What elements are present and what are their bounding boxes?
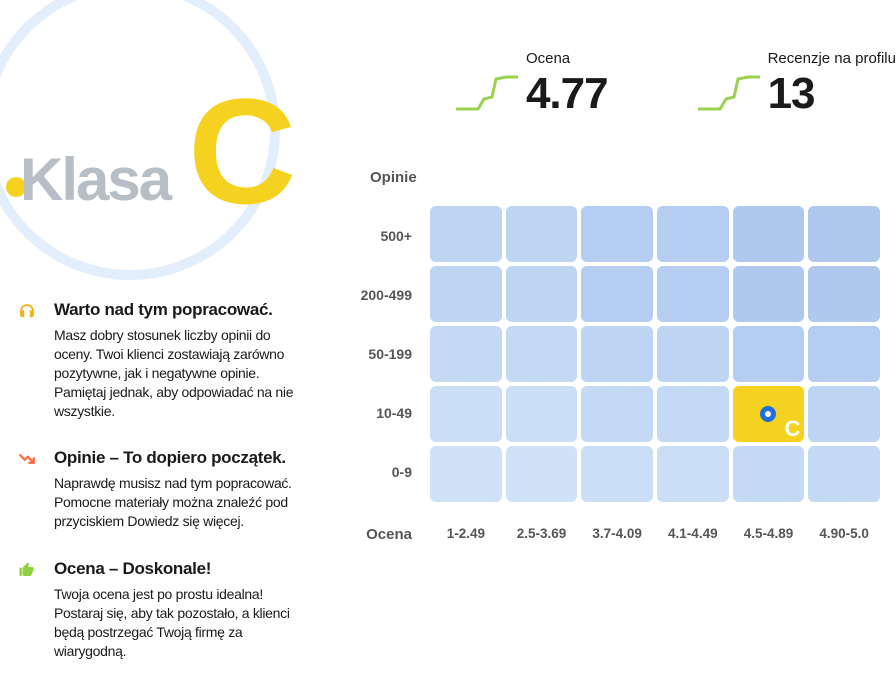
grade-badge: Klasa C — [10, 10, 320, 270]
heatmap-cell: C — [733, 386, 805, 442]
grade-letter: C — [188, 65, 288, 238]
heatmap-cell — [506, 266, 578, 322]
heatmap-cell — [733, 326, 805, 382]
hint-item: Warto nad tym popracować. Masz dobry sto… — [10, 300, 320, 420]
heatmap-cell — [733, 446, 805, 502]
metric-label: Recenzje na profilu — [768, 50, 896, 67]
hint-item: Opinie – To dopiero początek. Naprawdę m… — [10, 448, 320, 531]
col-label: 3.7-4.09 — [581, 526, 653, 543]
headphones-icon — [18, 300, 40, 420]
metric-ocena: Ocena 4.77 — [456, 50, 608, 119]
heatmap-cell — [581, 446, 653, 502]
row-label: 10-49 — [340, 385, 430, 441]
sparkline-icon — [698, 71, 760, 111]
metric-recenzje: Recenzje na profilu 13 — [698, 50, 896, 119]
thumbs-up-icon — [18, 559, 40, 661]
trend-down-icon — [18, 448, 40, 531]
heatmap-cell — [657, 206, 729, 262]
col-label: 4.90-5.0 — [808, 526, 880, 543]
metrics-row: Ocena 4.77 Recenzje na profilu 13 — [340, 50, 896, 119]
hint-item: Ocena – Doskonale! Twoja ocena jest po p… — [10, 559, 320, 661]
hint-body: Twoja ocena jest po prostu idealna! Post… — [54, 585, 312, 661]
heatmap-cell — [808, 386, 880, 442]
hints-list: Warto nad tym popracować. Masz dobry sto… — [10, 300, 320, 661]
hint-body: Naprawdę musisz nad tym popracować. Pomo… — [54, 474, 312, 531]
hint-title: Warto nad tym popracować. — [54, 300, 312, 320]
row-label: 200-499 — [340, 267, 430, 323]
heatmap-cell — [657, 266, 729, 322]
heatmap-cell — [657, 326, 729, 382]
heatmap-cell — [581, 386, 653, 442]
row-label: 0-9 — [340, 444, 430, 500]
x-axis-title: Ocena — [340, 526, 430, 543]
metric-value: 4.77 — [526, 69, 608, 119]
col-label: 4.5-4.89 — [733, 526, 805, 543]
heatmap-cell — [430, 326, 502, 382]
row-label: 500+ — [340, 208, 430, 264]
heatmap-cell — [657, 446, 729, 502]
heatmap-cell — [808, 446, 880, 502]
heatmap-cell — [506, 206, 578, 262]
heatmap-cell — [430, 386, 502, 442]
col-label: 1-2.49 — [430, 526, 502, 543]
heatmap-cell — [430, 206, 502, 262]
col-label: 4.1-4.49 — [657, 526, 729, 543]
heatmap-cell — [733, 206, 805, 262]
heatmap-grid: C — [430, 206, 896, 502]
heatmap-cell — [808, 206, 880, 262]
heatmap: Opinie 500+200-49950-19910-490-9 C Ocena… — [340, 169, 896, 543]
hint-title: Ocena – Doskonale! — [54, 559, 312, 579]
heatmap-cell — [581, 266, 653, 322]
heatmap-cell — [506, 326, 578, 382]
heatmap-cell — [808, 326, 880, 382]
marker-letter: C — [784, 416, 800, 442]
heatmap-cell — [733, 266, 805, 322]
metric-label: Ocena — [526, 50, 608, 67]
row-label: 50-199 — [340, 326, 430, 382]
heatmap-cell — [430, 266, 502, 322]
hint-body: Masz dobry stosunek liczby opinii do oce… — [54, 326, 312, 420]
heatmap-cell — [581, 326, 653, 382]
sparkline-icon — [456, 71, 518, 111]
marker-ring-icon — [760, 406, 776, 422]
col-label: 2.5-3.69 — [506, 526, 578, 543]
heatmap-cell — [430, 446, 502, 502]
heatmap-cell — [581, 206, 653, 262]
grade-prefix: Klasa — [20, 145, 170, 214]
metric-value: 13 — [768, 69, 896, 119]
y-axis-title: Opinie — [370, 169, 896, 186]
heatmap-cell — [657, 386, 729, 442]
heatmap-cell — [506, 386, 578, 442]
heatmap-cell — [808, 266, 880, 322]
heatmap-cell — [506, 446, 578, 502]
hint-title: Opinie – To dopiero początek. — [54, 448, 312, 468]
